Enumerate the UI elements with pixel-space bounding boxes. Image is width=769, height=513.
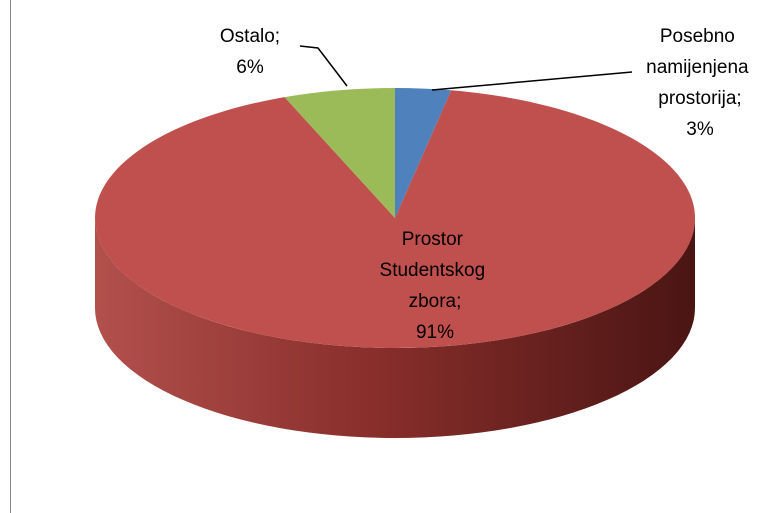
slice xyxy=(95,90,696,348)
label-line: namijenjena xyxy=(646,57,754,78)
leader-line xyxy=(431,71,633,91)
value-label: 3% xyxy=(686,119,714,140)
label-line: zbora; xyxy=(409,291,462,312)
value-label: 6% xyxy=(236,57,264,78)
slice xyxy=(395,88,452,218)
category-label: Ostalo; xyxy=(220,26,280,47)
label-line: Posebno xyxy=(660,26,740,47)
label-line: Ostalo; xyxy=(220,26,280,47)
slice-side xyxy=(95,218,695,438)
leader-line xyxy=(299,45,348,87)
category-label: Posebno namijenjena prostorija; xyxy=(646,26,754,109)
value-label: 91% xyxy=(416,322,454,343)
slice xyxy=(284,88,395,218)
label-line: Studentskog xyxy=(380,260,491,281)
label-line: Prostor xyxy=(402,229,469,250)
label-line: prostorija; xyxy=(658,88,741,109)
category-label: Prostor Studentskog zbora; xyxy=(380,229,491,312)
